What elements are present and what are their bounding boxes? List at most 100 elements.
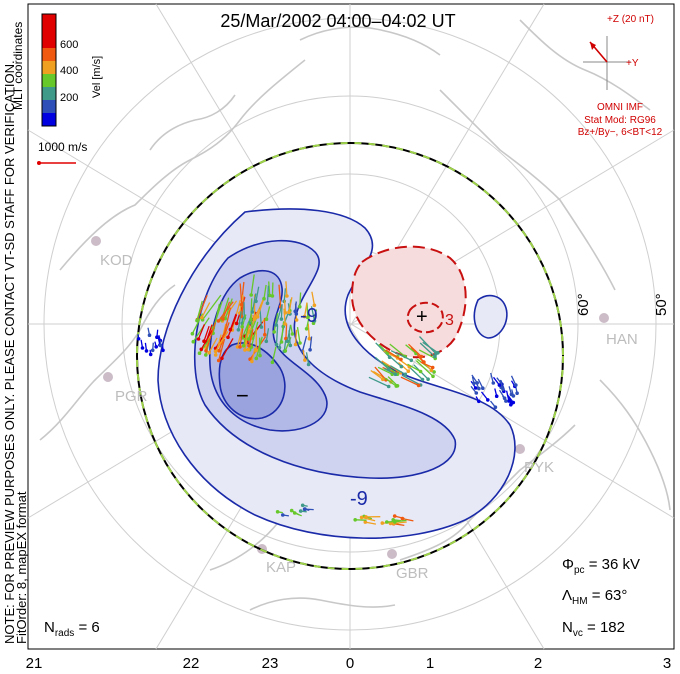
velocity-vector (299, 292, 302, 307)
nvc-value: 182 (600, 619, 625, 636)
velocity-vector-origin (272, 330, 277, 334)
velocity-vector (223, 307, 232, 337)
lambda-symbol: Λ (562, 587, 572, 604)
mlt-tick: 23 (262, 655, 279, 672)
velocity-vector-origin (202, 339, 206, 344)
velocity-vector (419, 342, 436, 358)
velocity-vector-origin (429, 368, 434, 373)
velocity-vector-origin (294, 318, 299, 322)
velocity-vector (251, 293, 257, 313)
nrads-value: 6 (91, 619, 99, 636)
velocity-vector (394, 519, 407, 523)
velocity-vector-origin (426, 377, 430, 382)
station-label: KAP (266, 559, 296, 576)
velocity-vector-origin (144, 349, 149, 353)
velocity-vector-origin (243, 348, 247, 352)
velocity-vector (305, 352, 310, 365)
imf-source: OMNI IMF (597, 102, 643, 113)
velocity-vector-origin (239, 302, 244, 307)
velocity-vector (398, 362, 409, 372)
velocity-vector (221, 338, 234, 359)
velocity-vector (361, 516, 376, 522)
velocity-vector-origin (235, 345, 240, 349)
velocity-vector-origin (196, 337, 201, 341)
velocity-vector-origin (267, 293, 272, 298)
velocity-vector-origin (263, 332, 267, 337)
velocity-vector (294, 329, 298, 345)
velocity-vector (265, 328, 270, 342)
velocity-vector (236, 328, 243, 348)
velocity-vector-origin (399, 364, 404, 369)
velocity-vector (237, 311, 242, 330)
phi-pc-stat: Φpc = 36 kV (562, 556, 640, 576)
velocity-vector (278, 284, 282, 307)
velocity-vector-origin (359, 515, 364, 520)
velocity-vector-origin (290, 332, 295, 336)
phi-symbol: Φ (562, 556, 574, 573)
velocity-vector-origin (432, 370, 436, 374)
velocity-vector-origin (199, 347, 204, 352)
velocity-vector (280, 321, 285, 343)
velocity-vector-origin (140, 346, 145, 350)
mlt-tick: 2 (534, 655, 542, 672)
preview-note: NOTE: FOR PREVIEW PURPOSES ONLY. PLEASE … (2, 60, 17, 644)
velocity-vector (250, 274, 255, 296)
station-label: HAN (606, 331, 638, 348)
velocity-vector (222, 301, 231, 320)
velocity-vector (239, 283, 243, 305)
velocity-vector-origin (304, 327, 309, 331)
imf-condition: Bz+/By−, 6<BT<12 (578, 127, 663, 138)
mlt-tick: 1 (426, 655, 434, 672)
velocity-vector-origin (430, 365, 435, 370)
velocity-vector-origin (247, 343, 251, 348)
velocity-vector-origin (436, 351, 440, 355)
velocity-vector (243, 322, 250, 346)
lambda-hm-value: 63° (605, 587, 628, 604)
velocity-vector (288, 297, 293, 313)
imf-bz-label: +Z (20 nT) (607, 14, 654, 25)
lambda-subscript: HM (572, 596, 588, 607)
velocity-vector-origin (509, 402, 513, 407)
velocity-vector-origin (236, 328, 241, 332)
velocity-vector-origin (507, 399, 511, 403)
velocity-vector (301, 335, 308, 352)
velocity-vector-origin (300, 503, 305, 508)
velocity-vector-origin (150, 348, 155, 353)
velocity-vector-origin (289, 508, 294, 513)
colorbar-tick: 400 (60, 65, 78, 77)
contour-label: 3 (445, 312, 454, 329)
station-labels: KOD PGR KAP GBR PYK HAN (100, 252, 638, 582)
velocity-vector (401, 374, 421, 386)
nvc-symbol: N (562, 619, 573, 636)
velocity-vector (390, 350, 412, 361)
mlt-axis: 21 22 23 0 1 2 3 (26, 655, 672, 672)
velocity-vector-origin (392, 514, 397, 518)
velocity-vector (389, 343, 406, 358)
velocity-vector-origin (284, 336, 288, 341)
velocity-vector (197, 324, 206, 340)
velocity-vector (407, 363, 421, 373)
velocity-vector-origin (514, 383, 518, 387)
velocity-vector-origin (190, 331, 195, 336)
velocity-vector-origin (497, 383, 502, 387)
velocity-vector-origin (364, 515, 368, 519)
velocity-vector-origin (234, 321, 239, 326)
velocity-vector-origin (363, 520, 368, 524)
velocity-vector-origin (433, 354, 437, 359)
velocity-vector (307, 323, 311, 339)
velocity-vector (271, 282, 274, 296)
velocity-vector (418, 349, 436, 359)
velocity-vector-origin (293, 342, 298, 347)
velocity-vector (241, 314, 247, 327)
velocity-vector-origin (493, 405, 498, 410)
plus-marker: + (416, 306, 428, 328)
velocity-vector (422, 341, 439, 354)
velocity-colorbar (41, 13, 57, 127)
velocity-vector-origin (200, 315, 204, 320)
velocity-vector-origin (283, 322, 287, 326)
lambda-hm-stat: ΛHM = 63° (562, 587, 627, 607)
velocity-vector (240, 296, 245, 317)
velocity-vector-origin (264, 317, 269, 322)
velocity-vector-origin (275, 510, 280, 514)
